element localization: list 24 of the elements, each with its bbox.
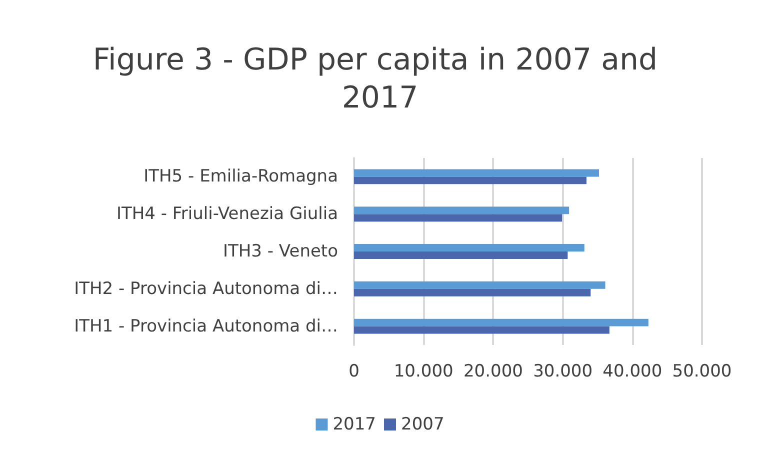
bar	[354, 288, 591, 296]
bar	[354, 176, 586, 184]
x-tick-label: 20.000	[463, 362, 523, 382]
bar	[354, 252, 568, 259]
y-tick-label: ITH2 - Provincia Autonoma di…	[74, 278, 338, 299]
bar	[354, 318, 648, 326]
bar	[354, 214, 562, 222]
y-tick-label: ITH4 - Friuli-Venezia Giulia	[116, 204, 338, 224]
bar	[354, 169, 599, 177]
y-tick-label: ITH5 - Emilia-Romagna	[144, 166, 338, 187]
x-tick-label: 30.000	[533, 362, 593, 382]
legend-label: 2007	[401, 414, 444, 434]
x-tick-label: 10.000	[394, 362, 454, 382]
y-tick-label: ITH1 - Provincia Autonoma di…	[74, 316, 338, 336]
chart-title: Figure 3 - GDP per capita in 2007 and 2017	[92, 42, 668, 116]
x-tick-label: 50.000	[672, 362, 732, 382]
bar	[354, 326, 610, 334]
y-tick-label: ITH3 - Veneto	[222, 242, 338, 262]
legend-label: 2017	[332, 414, 376, 434]
bar	[354, 244, 584, 252]
x-tick-label: 40.000	[602, 362, 662, 382]
bar	[354, 206, 570, 214]
bar	[354, 281, 606, 289]
x-tick-label: 0	[348, 362, 360, 382]
